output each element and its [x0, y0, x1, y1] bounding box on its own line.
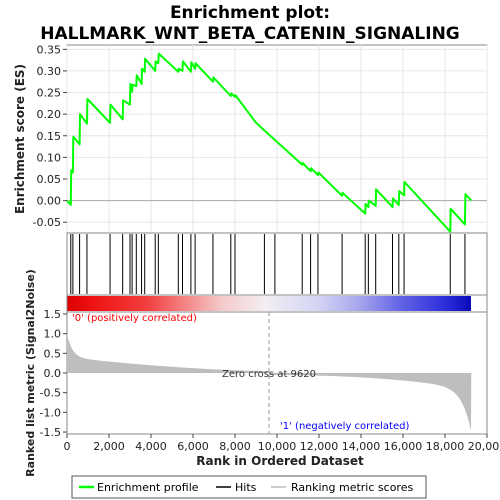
x-tick-label: 14,000	[342, 440, 381, 453]
metric-tick-label: -1.5	[40, 426, 61, 439]
metric-tick-label: 1.0	[44, 328, 62, 341]
es-y-ticks: -0.05 0.00 0.05 0.10 0.15 0.20 0.25 0.30 0.35	[33, 43, 67, 229]
es-tick-label: 0.00	[37, 195, 62, 208]
metric-tick-label: -0.5	[40, 387, 61, 400]
es-panel: -0.05 0.00 0.05 0.10 0.15 0.20 0.25 0.30 0.35	[33, 43, 488, 234]
es-tick-label: 0.05	[37, 173, 62, 186]
x-tick-label: 10,000	[258, 440, 297, 453]
legend-frame	[71, 475, 427, 499]
legend: Enrichment profile Hits Ranking metric s…	[71, 475, 427, 499]
es-tick-label: 0.20	[37, 108, 62, 121]
es-tick-label: 0.10	[37, 151, 62, 164]
x-axis-label: Rank in Ordered Dataset	[196, 454, 364, 468]
legend-label-enrichment: Enrichment profile	[97, 481, 199, 494]
chart-title-line1: Enrichment plot:	[170, 3, 330, 23]
es-y-axis-label: Enrichment score (ES)	[13, 64, 27, 214]
metric-tick-label: -1.0	[40, 406, 61, 419]
zero-cross-label: Zero cross at 9620	[222, 369, 316, 380]
hits-panel	[66, 232, 488, 296]
x-tick-label: 12,000	[300, 440, 339, 453]
es-profile-line	[66, 52, 473, 233]
metric-panel: Zero cross at 9620 '0' (positively corre…	[40, 308, 488, 439]
metric-tick-label: 0.5	[44, 347, 62, 360]
legend-label-hits: Hits	[235, 481, 257, 494]
legend-label-ranking: Ranking metric scores	[291, 481, 413, 494]
x-tick-label: 16,000	[384, 440, 423, 453]
metric-tick-label: 0.0	[44, 367, 62, 380]
negative-correlation-label: '1' (negatively correlated)	[280, 421, 409, 432]
es-tick-label: 0.25	[37, 87, 62, 100]
x-axis: 0 2,000 4,000 6,000 8,000 10,000 12,000 14,000 1…	[64, 434, 500, 453]
x-tick-label: 2,000	[93, 440, 125, 453]
x-tick-label: 4,000	[135, 440, 167, 453]
chart-title-line2: HALLMARK_WNT_BETA_CATENIN_SIGNALING	[40, 24, 460, 44]
es-tick-label: 0.30	[37, 65, 62, 78]
x-tick-label: 6,000	[177, 440, 209, 453]
metric-y-ticks: -1.5 -1.0 -0.5 0.0 0.5 1.0 1.5	[40, 308, 67, 439]
es-tick-label: 0.35	[37, 43, 62, 56]
x-tick-label: 8,000	[219, 440, 251, 453]
es-grid	[66, 45, 488, 233]
rank-colorbar	[66, 294, 488, 313]
es-tick-label: -0.05	[33, 216, 61, 229]
colorbar-gradient	[67, 296, 471, 311]
es-tick-label: 0.15	[37, 130, 62, 143]
hits-panel-frame	[66, 232, 488, 296]
x-tick-label: 0	[64, 440, 71, 453]
x-tick-label: 18,000	[426, 440, 465, 453]
positive-correlation-label: '0' (positively correlated)	[72, 313, 197, 324]
x-tick-label: 20,000	[468, 440, 500, 453]
metric-y-axis-label: Ranked list metric (Signal2Noise)	[24, 269, 37, 477]
metric-tick-label: 1.5	[44, 308, 62, 321]
hit-lines	[70, 234, 466, 294]
